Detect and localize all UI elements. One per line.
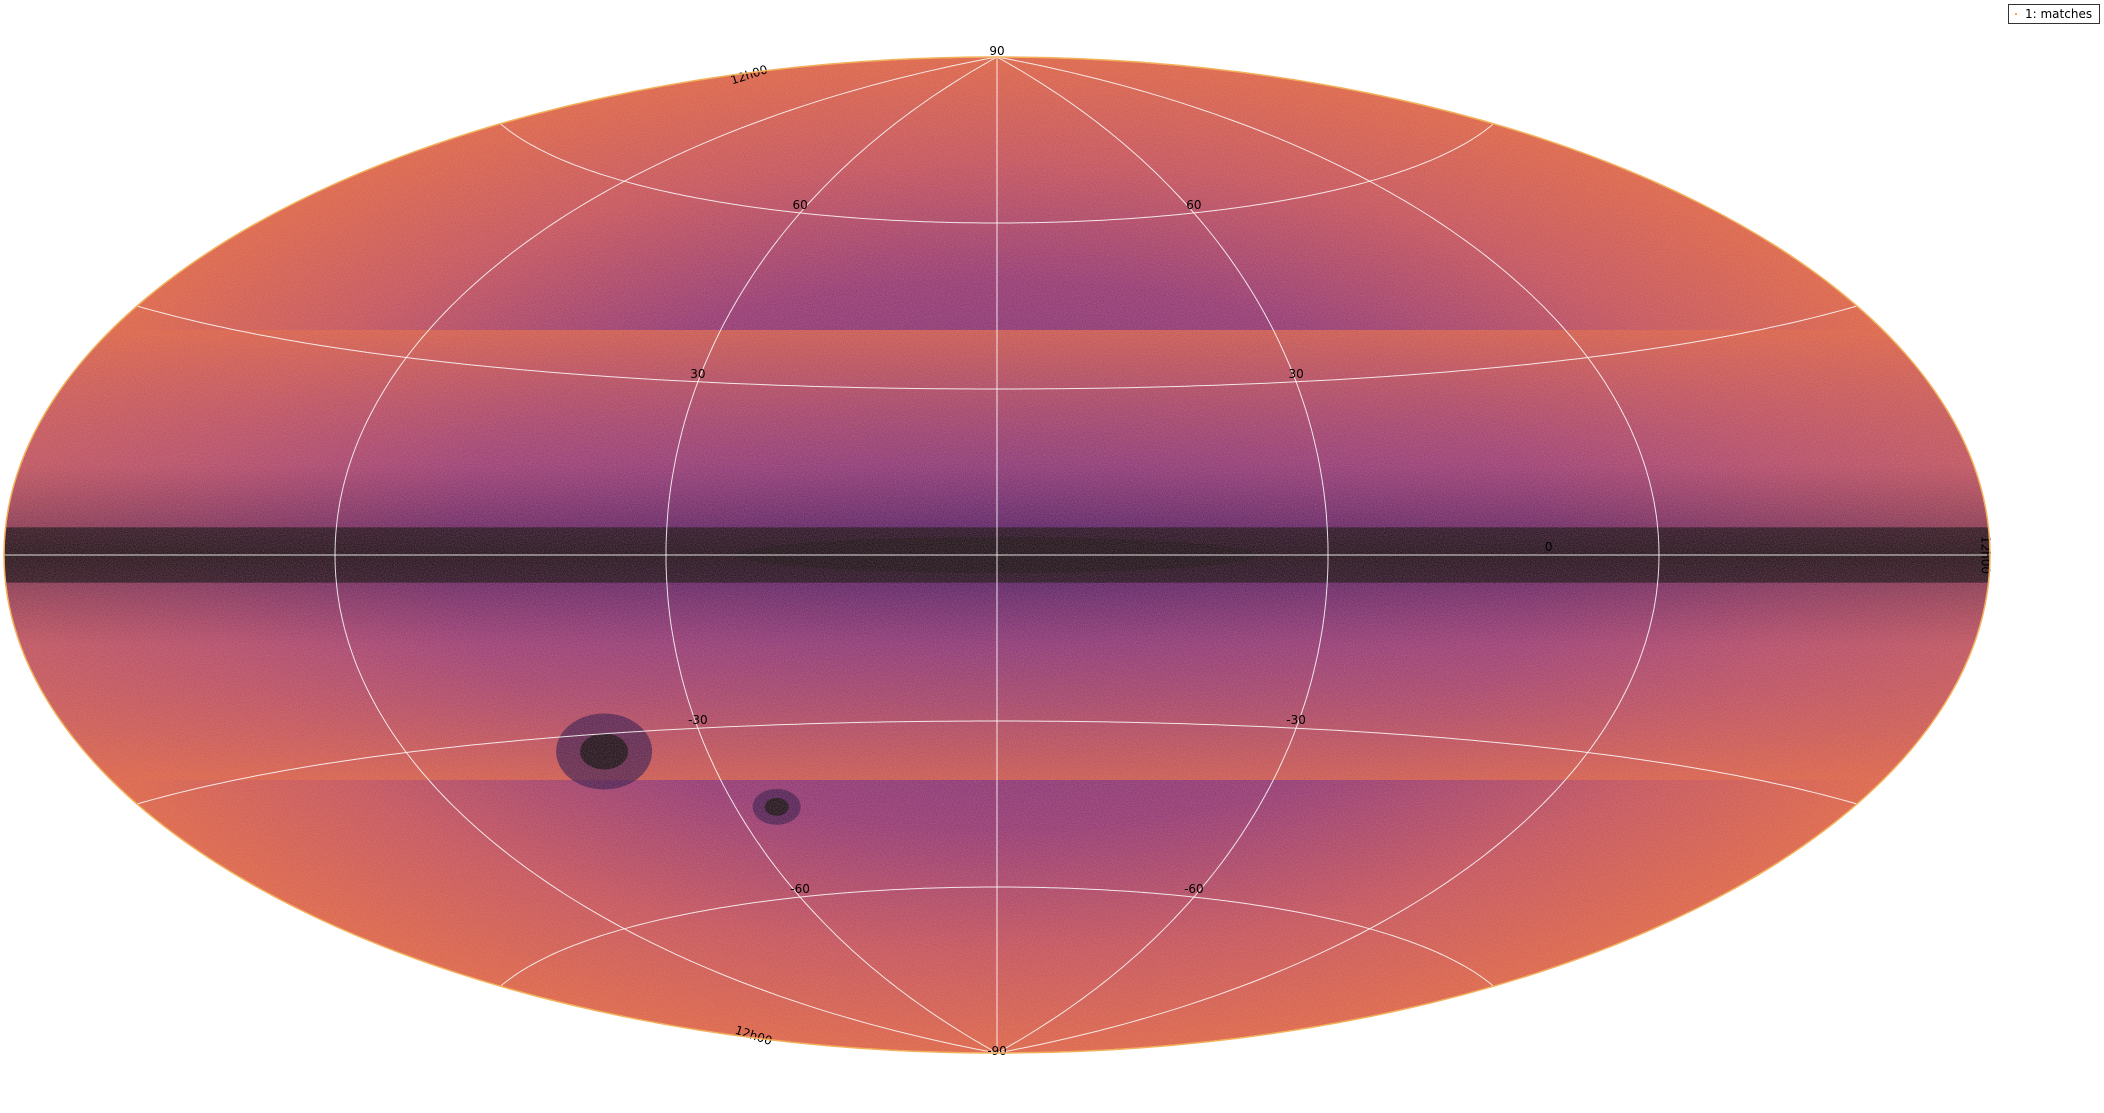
lat-tick-label: 30 xyxy=(1288,367,1303,381)
lat-tick-label: 60 xyxy=(792,198,807,212)
lat-tick-label: 60 xyxy=(1186,198,1201,212)
legend-marker xyxy=(2015,13,2017,15)
sky-boundary xyxy=(3,56,1991,1054)
meridian-line xyxy=(334,56,998,1054)
lat-tick-label: 0 xyxy=(1545,540,1553,554)
meridian-line xyxy=(996,56,1660,1054)
legend: 1: matches xyxy=(2008,4,2100,24)
lat-tick-label: 30 xyxy=(690,367,705,381)
meridian-line xyxy=(996,56,1329,1054)
meridian-line xyxy=(665,56,998,1054)
lat-tick-label: -60 xyxy=(790,882,810,896)
lat-tick-label: -90 xyxy=(987,1044,1007,1058)
lat-tick-label: -60 xyxy=(1184,882,1204,896)
lon-tick-label-right: 12h00 xyxy=(1978,536,1992,574)
lat-tick-label: 90 xyxy=(989,44,1004,58)
lat-tick-label: -30 xyxy=(1286,713,1306,727)
lat-tick-label: -30 xyxy=(688,713,708,727)
legend-label: 1: matches xyxy=(2025,7,2093,21)
